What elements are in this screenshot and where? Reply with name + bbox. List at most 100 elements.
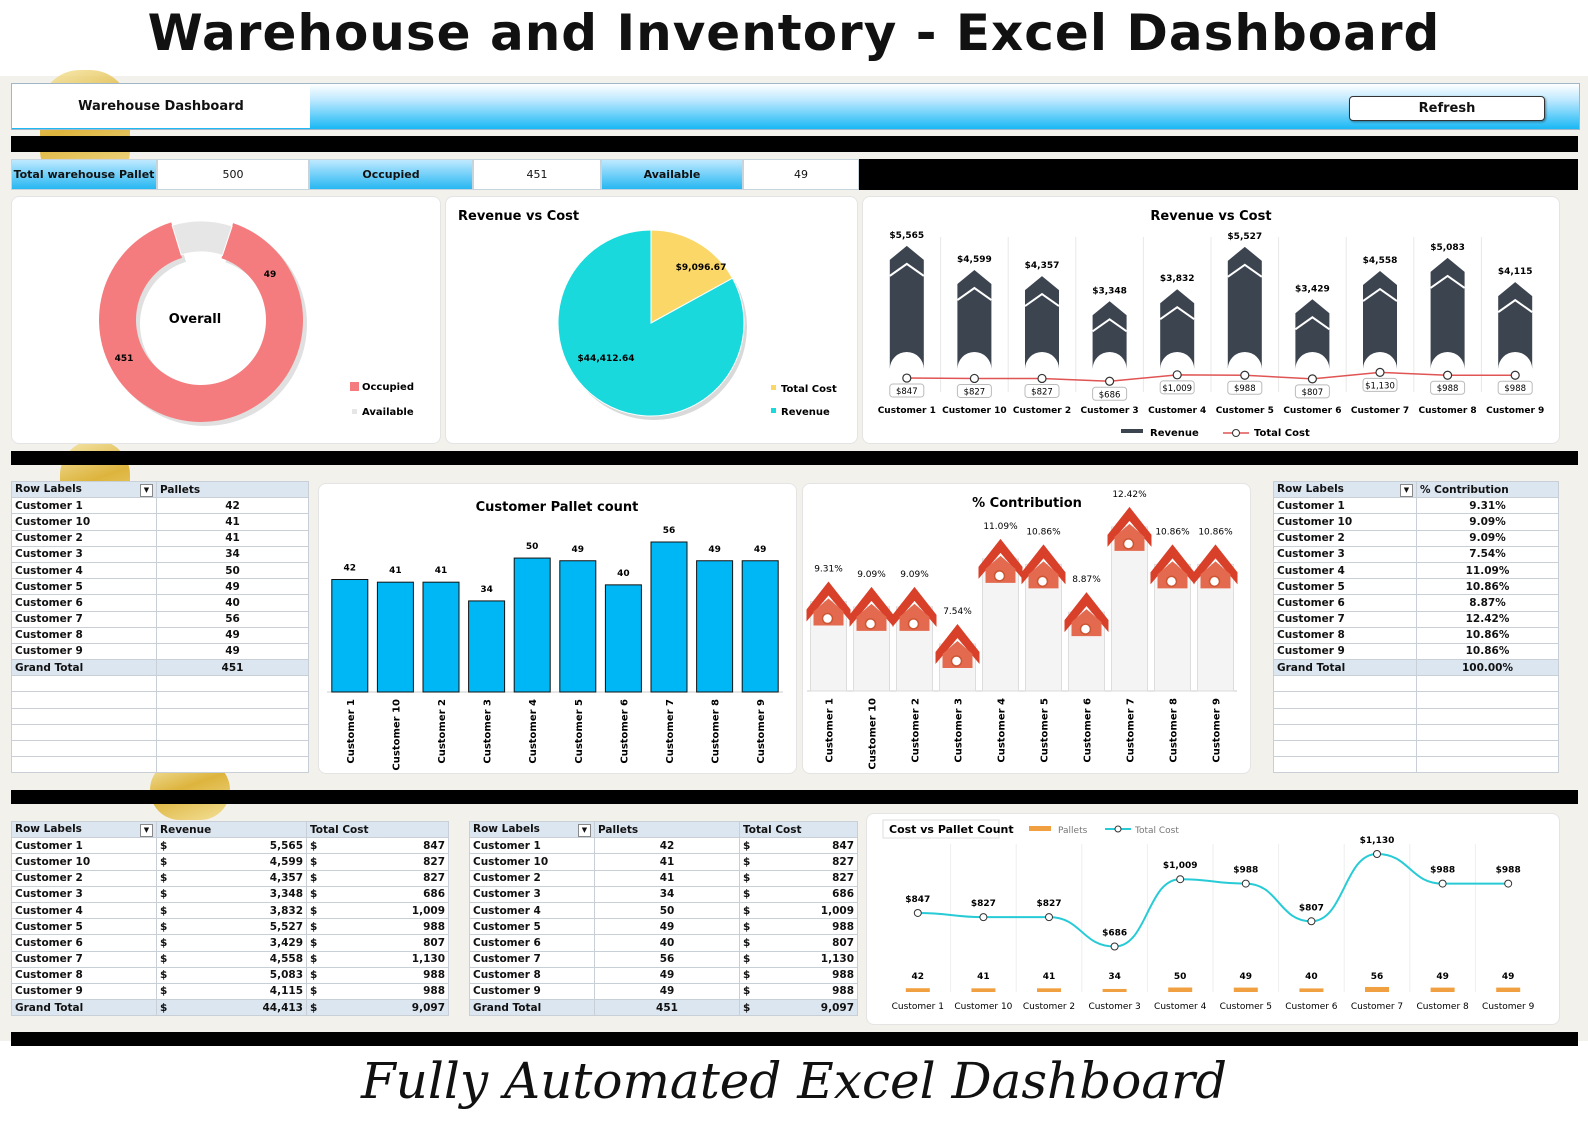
cost-pallet-title: Cost vs Pallet Count	[889, 823, 1014, 836]
column-header-contribution: % Contribution	[1416, 480, 1559, 499]
total-cost-cell: $1,130	[739, 950, 858, 968]
empty-cell	[1273, 723, 1417, 742]
total-cost-data-label: $686	[1102, 929, 1127, 939]
pallet-data-label: 49	[572, 545, 585, 555]
revenue-data-label: $4,115	[1498, 267, 1533, 277]
contribution-cell: 10.86%	[1416, 642, 1559, 661]
empty-cell	[156, 739, 309, 758]
pallet-bar	[1037, 988, 1061, 992]
column-header-row-labels[interactable]: Row Labels ▼	[11, 480, 157, 499]
table-row	[1273, 756, 1559, 774]
filter-dropdown-icon[interactable]: ▼	[140, 483, 153, 497]
category-label: Customer 1	[892, 1002, 944, 1012]
total-cost-data-label: $988	[1496, 866, 1521, 876]
contribution-chart: % Contribution 9.31% Customer 1 9.09% Custom…	[806, 490, 1238, 770]
contribution-house-roof	[1193, 544, 1238, 585]
category-label: Customer 5	[1216, 406, 1274, 416]
dashboard-label: Warehouse Dashboard	[12, 84, 310, 128]
currency-symbol: $	[310, 969, 318, 982]
pallets-cell: 34	[594, 885, 740, 903]
pallet-chart-title: Customer Pallet count	[476, 500, 639, 515]
pallet-data-label: 49	[754, 545, 767, 555]
amount: 3,429	[269, 936, 303, 949]
currency-symbol: $	[743, 920, 751, 933]
table-row: Customer 3 34	[11, 545, 309, 563]
pallets-cell: 40	[594, 934, 740, 952]
kpi-total-value: 500	[157, 159, 309, 190]
table-row: Customer 10 9.09%	[1273, 513, 1559, 531]
row-label-cell: Customer 8	[1273, 626, 1417, 644]
revenue-data-label: $3,832	[1160, 274, 1195, 284]
currency-symbol: $	[310, 953, 318, 966]
revenue-cell: $5,527	[156, 918, 307, 936]
category-label: Customer 8	[1419, 406, 1477, 416]
amount: 3,832	[269, 904, 303, 917]
column-header-row-labels[interactable]: Row Labels ▼	[469, 820, 595, 839]
pie-slice-total-cost	[650, 229, 734, 324]
filter-dropdown-icon[interactable]: ▼	[140, 823, 153, 837]
kpi-available-value: 49	[743, 159, 859, 190]
revenue-column	[889, 245, 924, 369]
footer-tagline: Fully Automated Excel Dashboard	[360, 1052, 1228, 1110]
total-cost-label-box	[956, 383, 992, 398]
kpi-row: Total warehouse Pallet 500 Occupied 451 …	[11, 159, 859, 190]
revenue-column-chevron	[956, 286, 992, 301]
revenue-data-label: $5,083	[1430, 243, 1465, 253]
table-row: Customer 6 $3,429 $807	[11, 934, 449, 952]
total-cost-line	[906, 371, 1516, 383]
contribution-post	[1111, 526, 1148, 692]
target-icon	[1122, 538, 1135, 550]
contribution-house-body	[1071, 609, 1102, 637]
pie-card: Revenue vs Cost $9,096.67 $44,412.64 Total …	[445, 196, 858, 444]
grand-total-row: Grand Total 451 $9,097	[469, 999, 858, 1017]
pallets-cell: 41	[156, 529, 309, 547]
category-label: Customer 8	[1416, 1002, 1469, 1012]
row-label-cell: Customer 9	[11, 642, 157, 661]
amount: 827	[423, 855, 445, 868]
empty-cell	[11, 739, 157, 758]
amount: 847	[423, 839, 445, 852]
donut-label-occupied: 451	[115, 354, 134, 364]
column-header-row-labels[interactable]: Row Labels ▼	[1273, 480, 1417, 499]
table-row: Customer 10 41	[11, 513, 309, 531]
currency-symbol: $	[310, 1001, 318, 1014]
donut-slice-occupied	[98, 222, 303, 422]
contribution-cell: 9.09%	[1416, 529, 1559, 547]
total-cost-cell: $1,009	[306, 901, 449, 920]
currency-symbol: $	[743, 839, 751, 852]
filter-dropdown-icon[interactable]: ▼	[578, 823, 591, 837]
grand-total-value: 100.00%	[1416, 659, 1559, 677]
category-label: Customer 8	[711, 699, 722, 764]
revenue-cell: $3,348	[156, 885, 307, 903]
total-cost-label-box	[1362, 377, 1398, 392]
revenue-data-label: $3,348	[1092, 286, 1127, 296]
table-row: Customer 3 $3,348 $686	[11, 885, 449, 903]
refresh-button[interactable]: Refresh	[1349, 96, 1545, 121]
pallet-bar	[422, 581, 460, 693]
category-label: Customer 6	[1285, 1002, 1338, 1012]
empty-cell	[1416, 675, 1559, 693]
amount: 4,115	[269, 985, 303, 998]
total-cost-cell: $988	[306, 982, 449, 1001]
revenue-column	[1430, 257, 1465, 369]
total-cost-point	[1045, 913, 1053, 922]
category-label: Customer 7	[1351, 406, 1409, 416]
amount: 807	[832, 936, 854, 949]
target-icon	[1079, 623, 1092, 635]
grand-total-value: 451	[156, 659, 309, 677]
filter-dropdown-icon[interactable]: ▼	[1400, 483, 1413, 497]
total-cost-cell: $847	[739, 837, 858, 855]
revenue-cell: $4,599	[156, 853, 307, 871]
row-label-cell: Customer 10	[11, 853, 157, 871]
total-cost-data-label: $1,009	[1163, 861, 1198, 871]
table-row: Customer 8 $5,083 $988	[11, 966, 449, 984]
revenue-cell: $3,832	[156, 901, 307, 920]
amount: 5,565	[269, 839, 303, 852]
revenue-data-label: $4,599	[957, 255, 992, 265]
column-header-row-labels[interactable]: Row Labels ▼	[11, 820, 157, 839]
empty-cell	[156, 675, 309, 693]
legend-label-occupied: Occupied	[362, 382, 414, 393]
total-cost-cell: $807	[739, 934, 858, 952]
legend-label-revenue: Revenue	[781, 407, 830, 418]
total-cost-cell: $807	[306, 934, 449, 952]
